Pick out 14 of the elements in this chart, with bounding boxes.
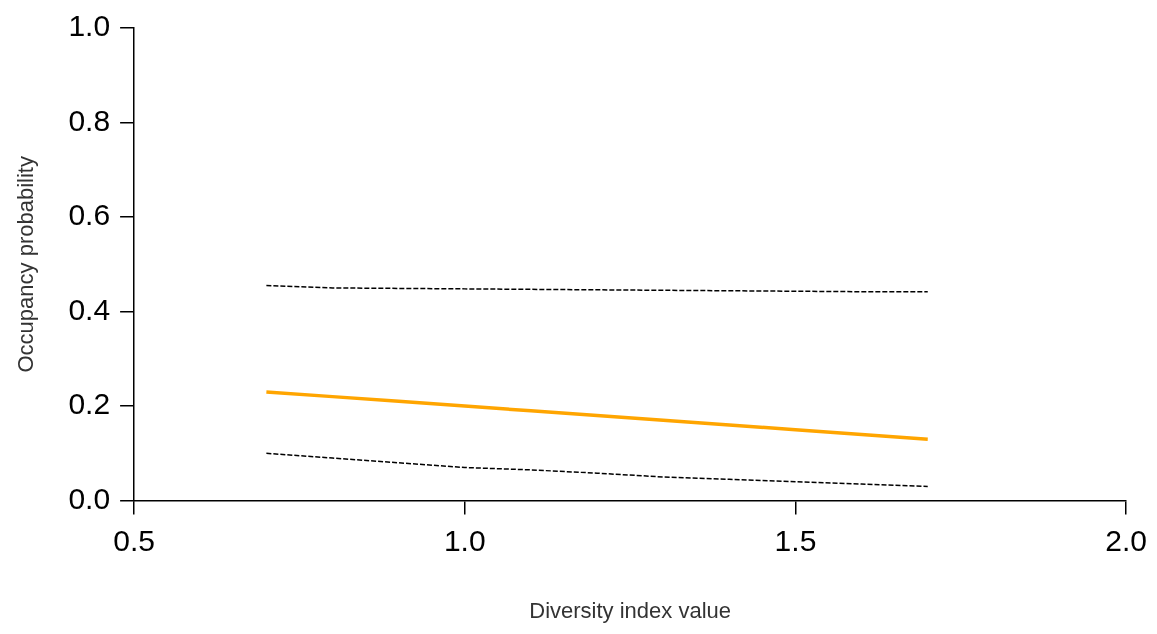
x-axis-title: Diversity index value (529, 597, 731, 623)
y-tick-label: 0.2 (68, 387, 111, 421)
line-series (265, 284, 929, 293)
x-tick-label: 1.0 (443, 523, 486, 557)
x-tick-label: 2.0 (1105, 523, 1148, 557)
y-tick-label: 0.4 (68, 292, 111, 326)
y-tick-label: 1.0 (68, 9, 111, 43)
x-tick-label: 0.5 (113, 523, 155, 557)
y-tick-label: 0.8 (68, 103, 111, 137)
y-tick-label: 0.0 (68, 481, 111, 515)
x-tick-label: 1.5 (774, 523, 817, 557)
y-tick-label: 0.6 (68, 198, 111, 232)
line-series (265, 452, 929, 488)
y-axis-title: Occupancy probability (13, 156, 39, 373)
